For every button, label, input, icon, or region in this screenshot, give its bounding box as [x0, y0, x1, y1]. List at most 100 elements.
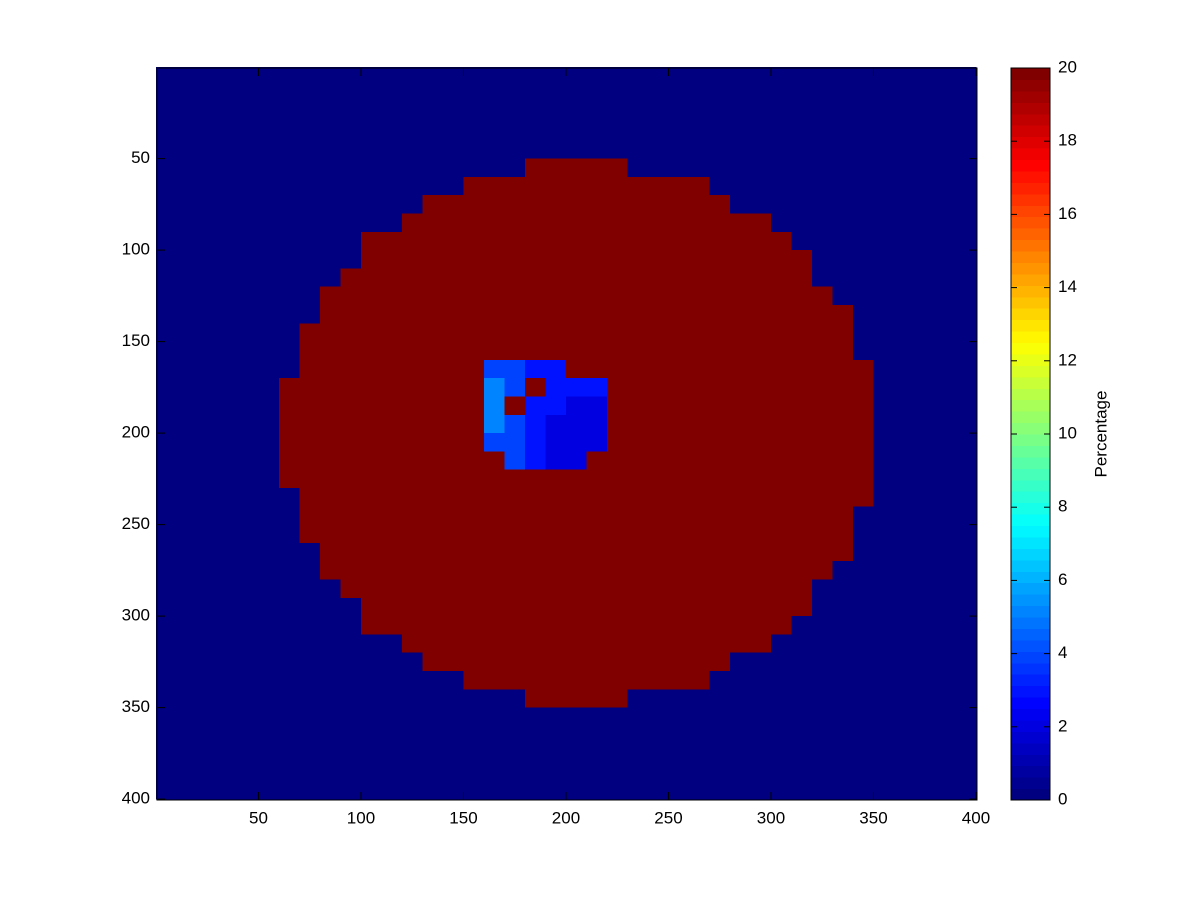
- heat-cell: [832, 652, 854, 672]
- heat-cell: [791, 250, 813, 269]
- heat-cell: [873, 414, 895, 434]
- heat-cell: [668, 359, 690, 379]
- heat-cell: [647, 304, 669, 324]
- heat-cell: [852, 286, 874, 306]
- heat-cell: [401, 524, 423, 544]
- heat-cell: [729, 744, 751, 763]
- colorbar-swatch: [1011, 228, 1050, 241]
- heat-cell: [606, 451, 628, 471]
- heat-cell: [217, 176, 239, 196]
- heat-cell: [401, 378, 423, 397]
- heat-cell: [893, 689, 915, 709]
- heat-cell: [811, 707, 833, 727]
- heat-cell: [811, 250, 833, 269]
- heat-cell: [893, 67, 915, 86]
- heat-cell: [709, 158, 731, 178]
- heat-cell: [688, 744, 710, 763]
- heat-cell: [545, 506, 567, 526]
- heat-cell: [852, 433, 874, 452]
- heat-cell: [463, 670, 485, 690]
- colorbar-tick-label: 8: [1058, 497, 1067, 516]
- heat-cell: [422, 469, 444, 489]
- heat-cell: [401, 158, 423, 178]
- heat-cell: [934, 286, 956, 306]
- heat-cell: [176, 176, 198, 196]
- heat-cell: [483, 176, 505, 196]
- heat-cell: [176, 579, 198, 599]
- heat-cell: [914, 359, 936, 379]
- heat-cell: [504, 103, 526, 123]
- heat-cell: [934, 213, 956, 233]
- heat-cell: [155, 524, 177, 544]
- heat-cell: [483, 634, 505, 654]
- heat-cell: [729, 616, 751, 635]
- heat-cell: [893, 616, 915, 635]
- heat-cell: [668, 85, 690, 105]
- heat-cell: [237, 323, 259, 343]
- heat-cell: [688, 396, 710, 416]
- heat-cell: [627, 231, 649, 251]
- colorbar-swatch: [1011, 205, 1050, 218]
- heat-cell: [463, 744, 485, 763]
- heat-cell: [217, 433, 239, 452]
- x-tick-label: 100: [347, 808, 375, 827]
- heat-cell: [565, 213, 587, 233]
- heat-cell: [524, 652, 546, 672]
- heat-cell: [852, 469, 874, 489]
- heat-cell: [483, 561, 505, 580]
- heat-cell: [217, 359, 239, 379]
- colorbar-swatch: [1011, 639, 1050, 652]
- colorbar-swatch: [1011, 456, 1050, 469]
- heat-cell: [770, 213, 792, 233]
- heat-cell: [791, 744, 813, 763]
- heat-cell: [606, 725, 628, 745]
- heat-cell: [750, 85, 772, 105]
- heat-cell: [893, 396, 915, 416]
- heat-cell: [914, 396, 936, 416]
- heat-cell: [217, 323, 239, 343]
- colorbar-swatch: [1011, 617, 1050, 629]
- heat-cell: [627, 451, 649, 471]
- heat-cell: [278, 451, 300, 471]
- heat-cell: [873, 213, 895, 233]
- heat-cell: [278, 176, 300, 196]
- heat-cell: [422, 744, 444, 763]
- heat-cell: [504, 323, 526, 343]
- heat-cell: [155, 359, 177, 379]
- heat-cell: [340, 451, 362, 471]
- heat-cell: [340, 634, 362, 654]
- heat-cell: [258, 433, 280, 452]
- heat-cell: [381, 231, 403, 251]
- heat-cell: [955, 195, 977, 214]
- heat-cell: [155, 616, 177, 635]
- heat-cell: [811, 341, 833, 361]
- heat-cell: [196, 506, 218, 526]
- heat-cell: [791, 414, 813, 434]
- heat-cell: [811, 725, 833, 745]
- heat-cell: [381, 176, 403, 196]
- heat-cell: [565, 469, 587, 489]
- heat-cell: [483, 616, 505, 635]
- x-tick-label: 300: [757, 808, 785, 827]
- heat-cell: [914, 85, 936, 105]
- heat-cell: [319, 323, 341, 343]
- colorbar-swatch: [1011, 376, 1050, 389]
- heat-cell: [873, 341, 895, 361]
- heat-cell: [217, 670, 239, 690]
- colorbar-swatch: [1011, 422, 1050, 435]
- heat-cell: [688, 213, 710, 233]
- heat-cell: [565, 85, 587, 105]
- heat-cell: [955, 561, 977, 580]
- heat-cell: [709, 213, 731, 233]
- heat-cell: [319, 176, 341, 196]
- colorbar-tick-label: 0: [1058, 789, 1067, 808]
- heat-cell: [545, 579, 567, 599]
- heat-cell: [770, 597, 792, 617]
- heat-cell: [606, 616, 628, 635]
- heat-cell: [914, 579, 936, 599]
- colorbar-swatch: [1011, 170, 1050, 183]
- heat-cell: [504, 634, 526, 654]
- heat-cell: [565, 506, 587, 526]
- heat-cell: [586, 323, 608, 343]
- heat-cell: [258, 561, 280, 580]
